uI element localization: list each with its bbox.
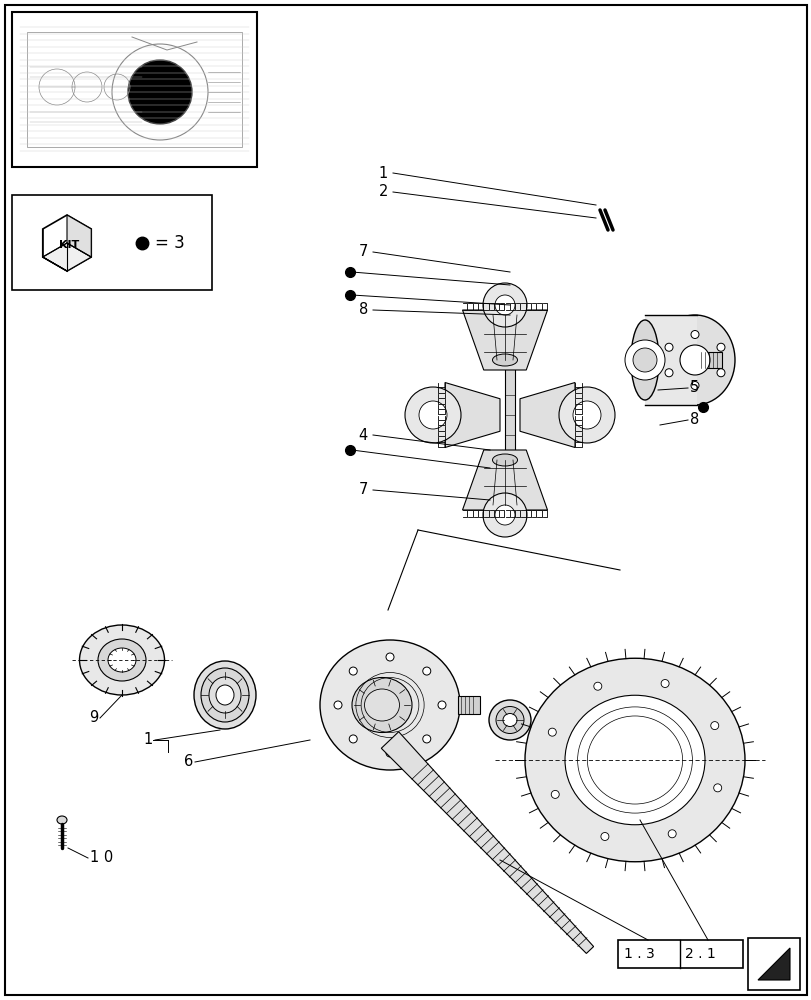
- Circle shape: [493, 324, 526, 356]
- Bar: [12, 12, 257, 167]
- Text: 4: 4: [358, 428, 367, 442]
- Polygon shape: [43, 215, 91, 271]
- Ellipse shape: [630, 320, 659, 400]
- Polygon shape: [462, 310, 547, 370]
- Circle shape: [690, 330, 698, 338]
- Circle shape: [660, 680, 668, 688]
- Text: 5: 5: [689, 380, 698, 395]
- Text: 9: 9: [88, 710, 98, 726]
- Circle shape: [573, 401, 600, 429]
- Bar: [644, 315, 696, 405]
- Circle shape: [716, 369, 724, 377]
- Ellipse shape: [492, 354, 517, 366]
- Ellipse shape: [492, 454, 517, 466]
- Circle shape: [713, 784, 721, 792]
- Text: 7: 7: [358, 244, 367, 259]
- Text: = 3: = 3: [155, 234, 185, 252]
- Circle shape: [349, 667, 357, 675]
- Circle shape: [679, 345, 709, 375]
- Circle shape: [664, 369, 672, 377]
- Text: 1: 1: [144, 732, 152, 748]
- Ellipse shape: [201, 668, 249, 722]
- Circle shape: [495, 295, 514, 315]
- Ellipse shape: [57, 816, 67, 824]
- Circle shape: [624, 340, 664, 380]
- Circle shape: [600, 832, 608, 840]
- Ellipse shape: [364, 689, 399, 721]
- Text: 2 . 1: 2 . 1: [684, 947, 714, 961]
- Text: 8: 8: [689, 412, 698, 428]
- Ellipse shape: [108, 648, 135, 672]
- Circle shape: [405, 387, 461, 443]
- Circle shape: [593, 682, 601, 690]
- Circle shape: [349, 735, 357, 743]
- Ellipse shape: [208, 677, 241, 713]
- Circle shape: [558, 387, 614, 443]
- Circle shape: [716, 343, 724, 351]
- Polygon shape: [444, 382, 500, 448]
- Bar: [457, 696, 479, 714]
- Circle shape: [423, 667, 431, 675]
- Polygon shape: [757, 948, 789, 980]
- Circle shape: [495, 505, 514, 525]
- Ellipse shape: [502, 714, 517, 726]
- Text: KIT: KIT: [59, 240, 79, 250]
- Bar: [747, 938, 799, 990]
- Text: 8: 8: [358, 302, 367, 318]
- Polygon shape: [43, 243, 91, 271]
- Ellipse shape: [79, 625, 165, 695]
- Circle shape: [502, 333, 517, 347]
- Ellipse shape: [496, 706, 523, 734]
- Ellipse shape: [194, 661, 255, 729]
- Circle shape: [437, 701, 445, 709]
- Circle shape: [667, 830, 676, 838]
- Circle shape: [483, 283, 526, 327]
- Ellipse shape: [351, 678, 411, 732]
- Circle shape: [547, 728, 556, 736]
- Ellipse shape: [488, 700, 530, 740]
- Bar: [504, 360, 514, 470]
- Bar: [617, 940, 742, 968]
- Ellipse shape: [216, 685, 234, 705]
- Bar: [12, 195, 212, 290]
- Ellipse shape: [320, 640, 460, 770]
- Ellipse shape: [564, 695, 704, 825]
- Text: 7: 7: [358, 483, 367, 497]
- Circle shape: [418, 401, 446, 429]
- Text: 1 . 3: 1 . 3: [623, 947, 654, 961]
- Circle shape: [423, 735, 431, 743]
- Ellipse shape: [98, 639, 146, 681]
- Circle shape: [690, 381, 698, 389]
- Ellipse shape: [654, 315, 734, 405]
- Circle shape: [710, 722, 718, 730]
- Ellipse shape: [500, 466, 518, 474]
- Circle shape: [483, 493, 526, 537]
- Polygon shape: [43, 229, 67, 271]
- Circle shape: [664, 343, 672, 351]
- Ellipse shape: [525, 658, 744, 862]
- Circle shape: [333, 701, 341, 709]
- Text: 1 0: 1 0: [90, 850, 113, 865]
- Text: 2: 2: [378, 184, 388, 200]
- Circle shape: [633, 348, 656, 372]
- Polygon shape: [519, 382, 574, 448]
- Text: 6: 6: [183, 754, 193, 770]
- Circle shape: [551, 790, 559, 798]
- Polygon shape: [67, 215, 91, 257]
- Text: 1: 1: [378, 166, 388, 181]
- Bar: [696, 352, 721, 368]
- Polygon shape: [462, 450, 547, 510]
- Circle shape: [385, 749, 393, 757]
- Polygon shape: [381, 732, 593, 953]
- Circle shape: [385, 653, 393, 661]
- Ellipse shape: [500, 356, 518, 364]
- Circle shape: [128, 60, 191, 124]
